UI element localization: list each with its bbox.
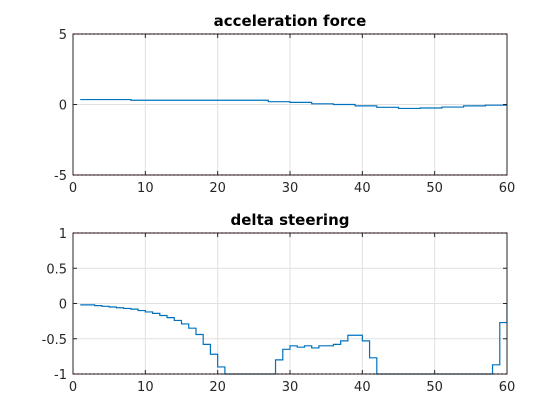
- y-tick-label: 1: [59, 227, 67, 242]
- chart-title: acceleration force: [214, 12, 367, 30]
- x-tick-label: 0: [69, 181, 77, 196]
- x-tick-label: 40: [354, 181, 371, 196]
- series-line-1: [80, 98, 507, 110]
- x-tick-label: 60: [499, 380, 516, 395]
- y-tick-label: 5: [59, 28, 67, 43]
- chart-title: delta steering: [231, 211, 350, 229]
- x-tick-label: 40: [354, 380, 371, 395]
- x-tick-label: 10: [137, 380, 154, 395]
- x-tick-label: 60: [499, 181, 516, 196]
- y-tick-label: 0.5: [46, 262, 67, 277]
- y-tick-label: 0: [59, 298, 67, 313]
- y-tick-label: -0.5: [42, 333, 67, 348]
- x-tick-label: 50: [426, 380, 443, 395]
- x-tick-label: 20: [209, 181, 226, 196]
- x-tick-label: 30: [282, 380, 299, 395]
- y-tick-label: 0: [59, 99, 67, 114]
- x-tick-label: 30: [282, 181, 299, 196]
- x-tick-label: 0: [69, 380, 77, 395]
- x-tick-label: 20: [209, 380, 226, 395]
- x-tick-label: 50: [426, 181, 443, 196]
- subplot-2: 0 10 20 30 40 50 60 -1 -0.5 0 0.5 1 delta steering: [42, 211, 516, 395]
- x-tick-label: 10: [137, 181, 154, 196]
- y-tick-label: -1: [54, 368, 67, 383]
- series-line-1: [80, 303, 507, 375]
- y-tick-label: -5: [54, 169, 67, 184]
